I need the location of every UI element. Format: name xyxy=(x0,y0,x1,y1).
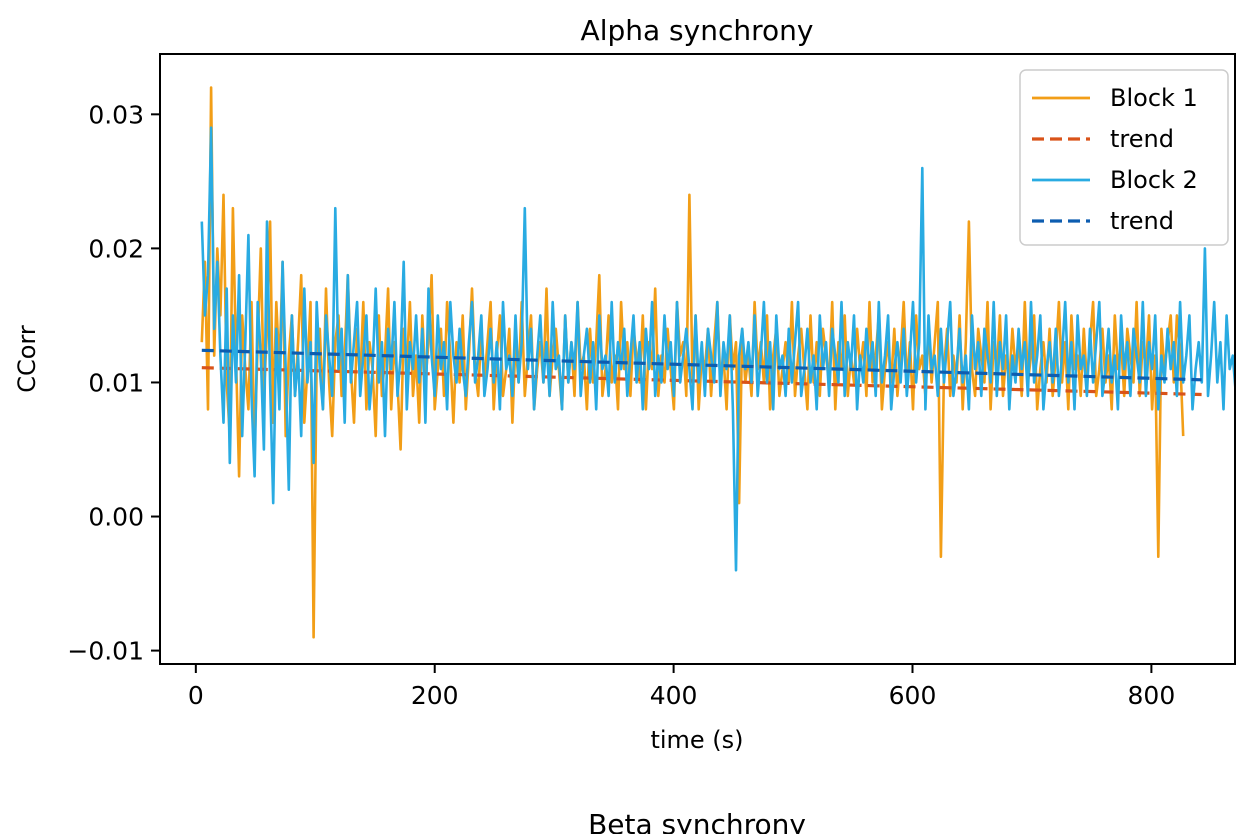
y-tick-label: −0.01 xyxy=(67,637,144,666)
y-tick-label: 0.01 xyxy=(88,368,144,397)
second-chart-title: Beta synchrony xyxy=(588,808,806,834)
y-tick-label: 0.00 xyxy=(88,503,144,532)
x-tick-label: 800 xyxy=(1128,681,1176,710)
series-line-3 xyxy=(201,348,1202,382)
x-axis-label: time (s) xyxy=(650,726,743,754)
x-tick-label: 0 xyxy=(188,681,204,710)
plot-frame xyxy=(159,53,1236,665)
legend-label-1: trend xyxy=(1110,125,1174,153)
plot-lines xyxy=(200,86,1235,639)
y-tick-label: 0.03 xyxy=(88,100,144,129)
legend-label-2: Block 2 xyxy=(1110,166,1198,194)
legend-label-3: trend xyxy=(1110,207,1174,235)
x-tick-label: 400 xyxy=(650,681,698,710)
y-axis-ticks: −0.01 0.00 0.01 0.02 0.03 xyxy=(67,100,160,666)
y-axis-label: CCorr xyxy=(13,325,41,393)
legend-label-0: Block 1 xyxy=(1110,84,1198,112)
legend: Block 1 trend Block 2 trend xyxy=(1019,69,1229,246)
x-tick-label: 600 xyxy=(889,681,937,710)
x-axis-ticks: 0 200 400 600 800 xyxy=(188,664,1175,710)
series-line-2 xyxy=(200,126,1235,572)
chart-title: Alpha synchrony xyxy=(581,14,814,47)
legend-frame xyxy=(1019,69,1229,246)
x-tick-label: 200 xyxy=(411,681,459,710)
y-tick-label: 0.02 xyxy=(88,234,144,263)
